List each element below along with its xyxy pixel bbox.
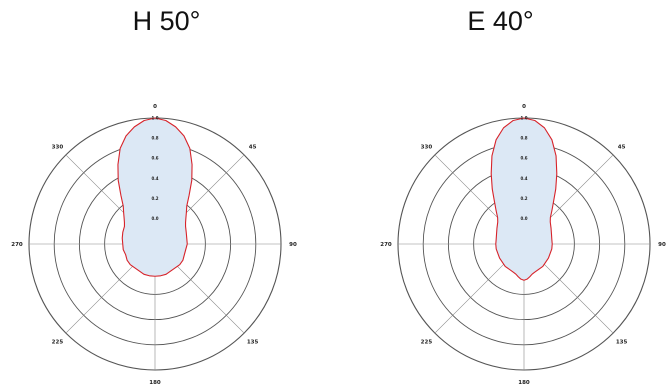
radial-tick-label: 0.6 [520, 156, 527, 161]
angle-tick-labels: 0 45 90 135 180 225 270 330 [11, 104, 297, 386]
radial-tick-label: 1.0 [151, 115, 158, 120]
chart-title-e: E 40° [467, 6, 534, 36]
angle-tick-label: 225 [52, 340, 64, 346]
angle-tick-label: 180 [518, 380, 530, 386]
radial-tick-labels: 1.0 0.8 0.6 0.4 0.2 0.0 [151, 115, 158, 221]
angle-tick-label: 135 [247, 340, 259, 346]
radial-tick-label: 0.8 [151, 136, 158, 141]
angle-tick-label: 330 [52, 144, 64, 150]
angle-tick-label: 270 [380, 242, 392, 248]
polar-plot-e: 1.0 0.8 0.6 0.4 0.2 0.0 0 45 90 135 180 225 270 330 [380, 104, 666, 386]
angle-tick-labels: 0 45 90 135 180 225 270 330 [380, 104, 666, 386]
pattern-fill [491, 118, 557, 281]
angle-tick-label: 0 [153, 104, 157, 110]
radial-tick-label: 0.4 [151, 176, 158, 181]
radial-tick-label: 0.2 [520, 196, 527, 201]
radial-tick-label: 0.2 [151, 196, 158, 201]
angle-tick-label: 270 [11, 242, 23, 248]
pattern-curve [490, 117, 558, 281]
angle-tick-label: 0 [522, 104, 526, 110]
radial-tick-label: 0.4 [520, 176, 527, 181]
polar-plot-h: 1.0 0.8 0.6 0.4 0.2 0.0 0 45 90 135 180 225 270 330 [11, 104, 297, 386]
angle-tick-label: 135 [616, 340, 628, 346]
angle-tick-label: 330 [421, 144, 433, 150]
polar-chart-e: E 40° 1.0 0.8 0.6 0.4 0.2 0.0 0 45 90 135 180 225 27… [334, 0, 667, 387]
angle-tick-label: 45 [618, 144, 626, 150]
radial-tick-labels: 1.0 0.8 0.6 0.4 0.2 0.0 [520, 115, 527, 221]
angle-tick-label: 90 [658, 242, 666, 248]
angle-tick-label: 45 [249, 144, 257, 150]
radial-tick-label: 0.6 [151, 156, 158, 161]
angle-tick-label: 225 [421, 340, 433, 346]
angle-tick-label: 90 [289, 242, 297, 248]
radial-tick-label: 0.0 [520, 216, 527, 221]
chart-title-h: H 50° [132, 6, 201, 36]
pattern-fill [117, 118, 193, 277]
pattern-curve [117, 117, 193, 277]
angle-tick-label: 180 [149, 380, 161, 386]
radial-tick-label: 0.8 [520, 136, 527, 141]
radial-tick-label: 0.0 [151, 216, 158, 221]
polar-chart-h: H 50° 1.0 0.8 0.6 0.4 0.2 0.0 0 45 90 135 180 225 27… [0, 0, 333, 387]
radial-tick-label: 1.0 [520, 115, 527, 120]
